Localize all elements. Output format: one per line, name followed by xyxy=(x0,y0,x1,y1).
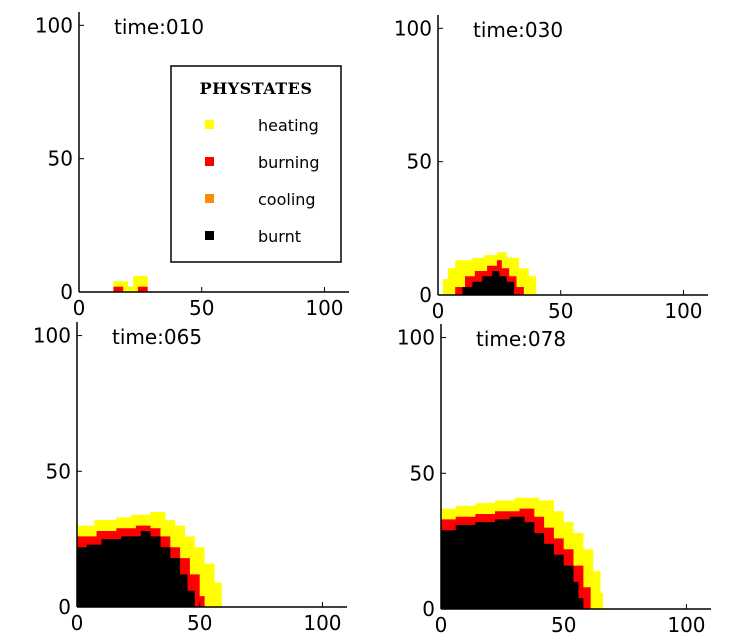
panel-3: 0 50 100 0 50 100 time:065 xyxy=(33,322,347,635)
y-tick-label: 100 xyxy=(397,326,435,350)
legend-label-burning: burning xyxy=(258,153,319,172)
legend-label-cooling: cooling xyxy=(258,190,316,209)
x-tick-label: 50 xyxy=(551,613,576,636)
x-tick-label: 100 xyxy=(303,611,341,635)
y-tick-label: 100 xyxy=(35,13,73,37)
panel-title: time:078 xyxy=(476,327,566,351)
region-burnt xyxy=(77,531,195,607)
panel-title: time:030 xyxy=(473,18,563,42)
y-tick-label: 50 xyxy=(46,459,71,483)
y-tick-label: 100 xyxy=(33,324,71,348)
y-tick-label: 50 xyxy=(410,461,435,485)
x-tick-label: 50 xyxy=(189,296,214,320)
y-tick-label: 0 xyxy=(419,283,432,307)
legend-swatch-heating xyxy=(205,120,214,129)
x-tick-label: 0 xyxy=(71,611,84,635)
panel-2: 0 50 100 0 50 100 time:030 xyxy=(394,15,708,323)
legend-swatch-burnt xyxy=(205,231,214,240)
panel-1: 0 50 100 0 50 100 time:010 xyxy=(35,12,349,320)
x-tick-label: 50 xyxy=(548,299,573,323)
y-tick-label: 100 xyxy=(394,16,432,40)
x-tick-label: 100 xyxy=(667,613,705,636)
legend: PHYSTATES heating burning cooling burnt xyxy=(170,65,342,263)
x-tick-label: 0 xyxy=(432,299,445,323)
y-tick-label: 50 xyxy=(48,147,73,171)
legend-swatch-cooling xyxy=(205,194,214,203)
x-tick-label: 0 xyxy=(73,296,86,320)
region-burning xyxy=(137,286,148,292)
legend-box xyxy=(170,65,342,263)
panel-4: 0 50 100 0 50 100 time:078 xyxy=(397,324,711,636)
panel-title: time:065 xyxy=(112,325,202,349)
x-tick-label: 50 xyxy=(187,611,212,635)
x-tick-label: 100 xyxy=(305,296,343,320)
x-tick-label: 100 xyxy=(664,299,702,323)
region-burnt xyxy=(441,516,584,609)
y-tick-label: 50 xyxy=(407,150,432,174)
region-burnt xyxy=(462,271,515,295)
legend-swatch-burning xyxy=(205,157,214,166)
legend-title: PHYSTATES xyxy=(200,79,313,98)
y-tick-label: 0 xyxy=(422,597,435,621)
y-tick-label: 0 xyxy=(60,280,73,304)
x-tick-label: 0 xyxy=(435,613,448,636)
legend-label-heating: heating xyxy=(258,116,319,135)
y-tick-label: 0 xyxy=(58,595,71,619)
panel-title: time:010 xyxy=(114,15,204,39)
region-burning xyxy=(113,286,124,292)
legend-label-burnt: burnt xyxy=(258,227,301,246)
